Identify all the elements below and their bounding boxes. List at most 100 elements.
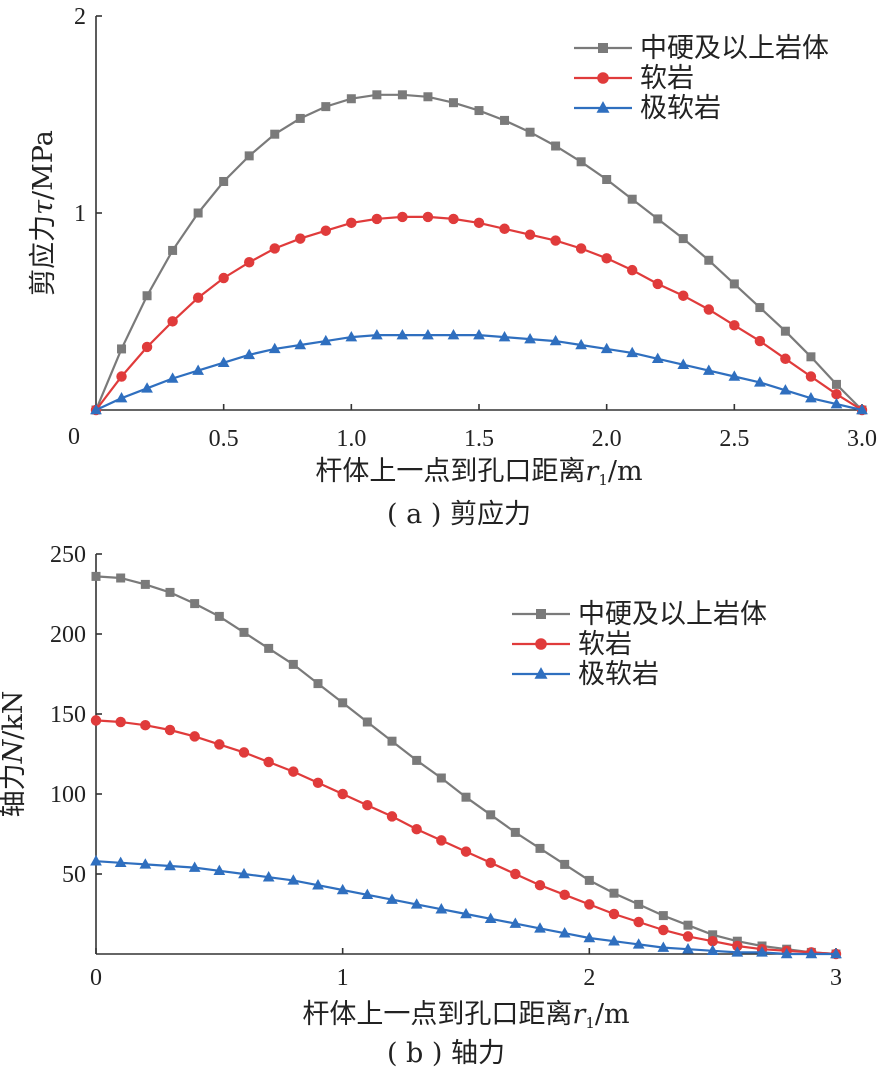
data-point xyxy=(386,811,398,822)
data-point xyxy=(411,823,422,835)
data-point xyxy=(583,931,596,943)
data-point xyxy=(510,827,520,837)
data-point xyxy=(484,912,497,924)
x-tick-label: 0 xyxy=(90,965,102,991)
data-point xyxy=(214,739,225,750)
data-point xyxy=(336,883,349,895)
y-tick-label: 50 xyxy=(62,862,86,888)
data-point xyxy=(192,364,204,375)
data-point xyxy=(831,379,841,389)
data-point xyxy=(460,846,472,857)
data-point xyxy=(600,342,613,354)
data-point xyxy=(584,899,595,910)
data-point xyxy=(142,291,152,301)
data-point xyxy=(805,371,817,382)
data-point xyxy=(584,875,594,885)
data-point xyxy=(397,211,408,223)
data-point xyxy=(525,127,535,137)
data-point xyxy=(213,864,226,876)
data-point xyxy=(652,278,663,290)
data-point xyxy=(447,328,460,340)
data-point xyxy=(295,233,306,244)
data-point xyxy=(702,364,715,375)
series-2 xyxy=(90,855,842,959)
series-1 xyxy=(90,211,868,416)
data-point xyxy=(435,903,448,914)
data-point xyxy=(805,392,817,403)
data-point xyxy=(448,213,459,225)
data-point xyxy=(627,194,637,204)
data-point xyxy=(412,755,422,765)
legend-label: 软岩 xyxy=(578,629,632,660)
data-point xyxy=(678,234,688,244)
data-point xyxy=(193,208,203,218)
x-axis-label: 杆体上一点到孔口距离r1/m xyxy=(315,456,642,489)
data-point xyxy=(731,946,744,957)
y-tick-label: 200 xyxy=(50,622,86,648)
series-0 xyxy=(91,90,867,415)
x-tick-label: 3.0 xyxy=(847,426,877,452)
data-point xyxy=(549,334,562,346)
data-point xyxy=(473,328,485,340)
data-point xyxy=(780,326,790,336)
y-tick-label: 250 xyxy=(50,542,86,568)
data-point xyxy=(805,947,818,959)
data-point xyxy=(362,799,373,811)
data-point xyxy=(535,843,545,853)
data-point xyxy=(312,777,324,789)
data-point xyxy=(729,320,740,331)
data-point xyxy=(780,353,791,364)
data-point xyxy=(345,330,358,342)
data-point xyxy=(288,659,298,669)
data-point xyxy=(114,856,127,868)
data-point xyxy=(312,879,324,890)
data-point xyxy=(780,947,793,959)
data-point xyxy=(830,397,843,409)
data-point xyxy=(167,316,178,327)
data-point xyxy=(550,235,561,246)
data-point xyxy=(141,382,153,393)
data-point xyxy=(262,871,275,882)
data-point xyxy=(371,328,383,340)
data-point xyxy=(422,328,434,340)
data-point xyxy=(485,857,496,869)
x-tick-label: 1.0 xyxy=(336,426,366,452)
y-tick-label: 150 xyxy=(50,702,86,728)
data-point xyxy=(263,756,274,768)
data-point xyxy=(510,868,521,880)
data-point xyxy=(626,346,639,358)
data-point xyxy=(371,213,383,225)
data-point xyxy=(729,279,739,289)
legend-marker xyxy=(598,43,608,53)
data-point xyxy=(116,371,127,382)
data-point xyxy=(270,129,280,139)
x-tick-label: 1 xyxy=(337,965,349,991)
data-point xyxy=(551,141,561,151)
legend-label: 极软岩 xyxy=(578,659,659,690)
data-point xyxy=(575,243,587,254)
data-point xyxy=(678,290,689,301)
data-point xyxy=(524,332,536,344)
y-tick-label: 2 xyxy=(74,4,86,30)
data-point xyxy=(534,922,546,933)
x-tick-label: 2.0 xyxy=(592,426,622,452)
data-point xyxy=(386,893,398,904)
data-point xyxy=(164,724,176,736)
data-point xyxy=(682,943,694,954)
data-point xyxy=(91,571,101,581)
data-point xyxy=(244,151,254,161)
data-point xyxy=(754,376,766,387)
data-point xyxy=(677,358,690,369)
data-point xyxy=(165,587,175,597)
legend-label: 中硬及以上岩体 xyxy=(640,33,829,64)
data-point xyxy=(448,98,458,108)
data-point xyxy=(117,344,127,354)
figure-caption: ( a ) 剪应力 xyxy=(387,499,531,530)
data-point xyxy=(460,907,472,919)
data-point xyxy=(500,115,510,125)
data-point xyxy=(288,766,299,777)
data-point xyxy=(509,917,522,928)
x-tick-label: 2.5 xyxy=(719,426,749,452)
x-tick-label: 2 xyxy=(583,965,595,991)
